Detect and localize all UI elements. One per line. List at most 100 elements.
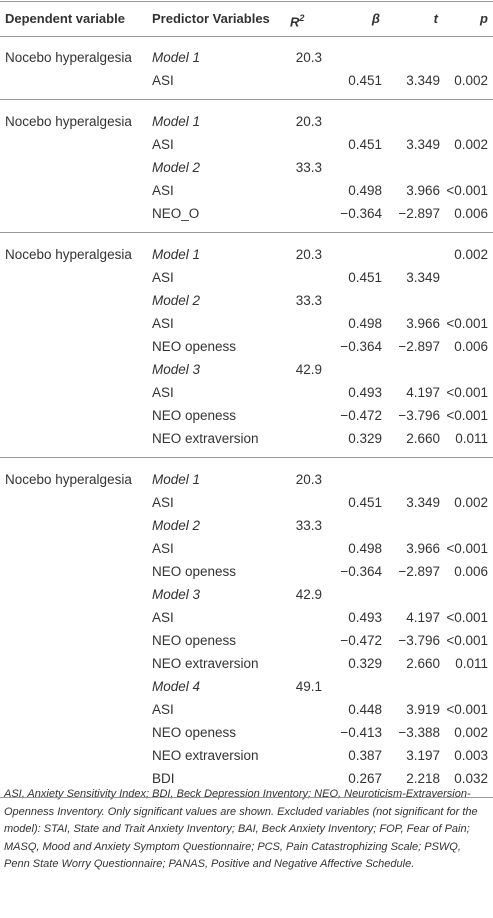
cell-r2: 33.3 (295, 293, 322, 308)
cell-predictor: Model 1 (152, 247, 201, 262)
cell-p: 0.002 (454, 495, 488, 510)
cell-predictor: Model 2 (152, 293, 201, 308)
cell-p: <0.001 (446, 541, 488, 556)
cell-beta: 0.451 (348, 270, 382, 285)
cell-predictor: NEO extraversion (152, 748, 259, 763)
cell-t: −3.388 (398, 725, 440, 740)
header-p: p (480, 11, 488, 26)
cell-p: 0.011 (455, 656, 488, 671)
cell-dependent: Nocebo hyperalgesia (5, 50, 132, 65)
cell-p: 0.011 (455, 431, 488, 446)
cell-p: 0.032 (454, 771, 488, 786)
cell-beta: −0.364 (340, 206, 382, 221)
cell-beta: 0.493 (348, 385, 382, 400)
group-rule (0, 797, 493, 798)
cell-predictor: Model 2 (152, 160, 201, 175)
cell-t: 3.919 (406, 702, 440, 717)
cell-t: 3.349 (406, 137, 440, 152)
cell-predictor: NEO openess (152, 339, 237, 354)
cell-predictor: ASI (152, 702, 174, 717)
cell-t: 3.349 (406, 495, 440, 510)
cell-p: 0.003 (454, 748, 488, 763)
cell-predictor: ASI (152, 385, 174, 400)
cell-t: 2.660 (406, 431, 440, 446)
cell-beta: 0.329 (348, 431, 382, 446)
cell-beta: 0.451 (348, 495, 382, 510)
cell-predictor: NEO extraversion (152, 431, 259, 446)
cell-r2: 42.9 (295, 362, 322, 377)
cell-p: 0.006 (454, 206, 488, 221)
cell-beta: −0.364 (340, 339, 382, 354)
cell-t: 2.218 (406, 771, 440, 786)
cell-predictor: ASI (152, 270, 174, 285)
cell-predictor: NEO openess (152, 725, 237, 740)
cell-beta: −0.472 (340, 408, 382, 423)
header-dependent: Dependent variable (5, 11, 125, 26)
cell-r2: 20.3 (295, 50, 322, 65)
cell-t: −3.796 (398, 408, 440, 423)
header-rule (0, 36, 493, 37)
cell-predictor: NEO openess (152, 564, 237, 579)
cell-predictor: NEO openess (152, 408, 237, 423)
cell-dependent: Nocebo hyperalgesia (5, 472, 132, 487)
cell-p: <0.001 (446, 633, 488, 648)
cell-t: 2.660 (406, 656, 440, 671)
cell-predictor: ASI (152, 316, 174, 331)
cell-r2: 20.3 (295, 114, 322, 129)
cell-r2: 33.3 (295, 518, 322, 533)
cell-predictor: ASI (152, 610, 174, 625)
cell-predictor: Model 1 (152, 50, 201, 65)
cell-predictor: Model 1 (152, 114, 201, 129)
cell-t: −2.897 (398, 206, 440, 221)
cell-p: <0.001 (446, 408, 488, 423)
cell-dependent: Nocebo hyperalgesia (5, 114, 132, 129)
cell-t: 4.197 (406, 385, 440, 400)
cell-r2: 20.3 (295, 247, 322, 262)
cell-beta: 0.498 (348, 183, 382, 198)
cell-predictor: Model 2 (152, 518, 201, 533)
cell-predictor: NEO openess (152, 633, 237, 648)
cell-beta: −0.472 (340, 633, 382, 648)
top-rule (0, 1, 493, 2)
cell-predictor: NEO_O (152, 206, 200, 221)
cell-beta: 0.498 (348, 316, 382, 331)
cell-beta: 0.267 (348, 771, 382, 786)
cell-t: 4.197 (406, 610, 440, 625)
cell-p: 0.002 (454, 73, 488, 88)
cell-t: 3.197 (406, 748, 440, 763)
cell-t: 3.966 (406, 541, 440, 556)
cell-predictor: Model 3 (152, 587, 201, 602)
cell-dependent: Nocebo hyperalgesia (5, 247, 132, 262)
cell-p: 0.006 (454, 339, 488, 354)
cell-predictor: Model 3 (152, 362, 201, 377)
cell-r2: 49.1 (295, 679, 322, 694)
header-predictor: Predictor Variables (152, 11, 270, 26)
header-r2-base: R (290, 14, 300, 30)
cell-predictor: Model 1 (152, 472, 201, 487)
cell-t: −2.897 (398, 564, 440, 579)
cell-t: 3.349 (406, 270, 440, 285)
header-r2-sup: 2 (299, 13, 305, 23)
header-t: t (433, 11, 438, 26)
cell-r2: 42.9 (295, 587, 322, 602)
cell-beta: 0.329 (348, 656, 382, 671)
cell-t: 3.349 (406, 73, 440, 88)
cell-p: <0.001 (446, 702, 488, 717)
cell-r2: 33.3 (295, 160, 322, 175)
cell-predictor: ASI (152, 495, 174, 510)
cell-r2: 20.3 (295, 472, 322, 487)
cell-beta: 0.448 (348, 702, 382, 717)
cell-p: <0.001 (446, 316, 488, 331)
cell-p: 0.002 (454, 247, 488, 262)
cell-beta: −0.364 (340, 564, 382, 579)
cell-beta: −0.413 (340, 725, 382, 740)
cell-predictor: NEO extraversion (152, 656, 259, 671)
cell-t: 3.966 (406, 183, 440, 198)
cell-predictor: BDI (152, 771, 175, 786)
cell-predictor: ASI (152, 137, 174, 152)
group-rule (0, 232, 493, 233)
cell-t: −3.796 (398, 633, 440, 648)
cell-predictor: ASI (152, 73, 174, 88)
header-r2: R2 (290, 7, 304, 30)
